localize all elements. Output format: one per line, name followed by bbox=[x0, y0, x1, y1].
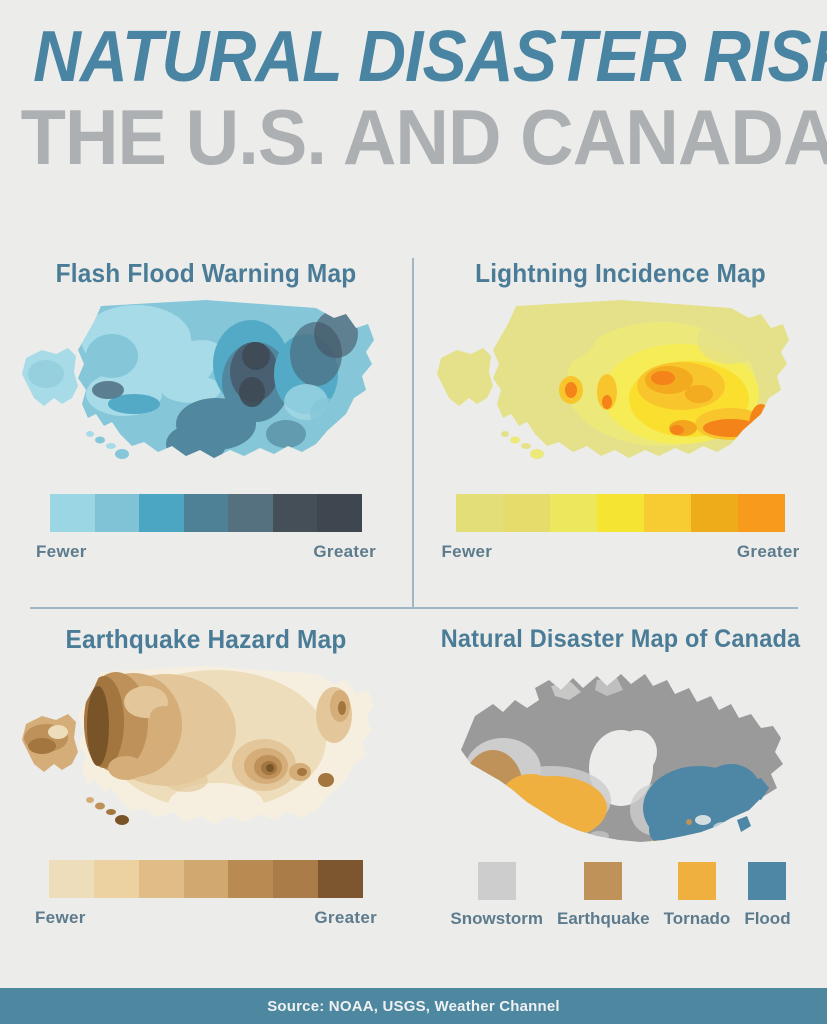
map-canada bbox=[414, 660, 827, 860]
divider-vertical bbox=[412, 258, 414, 609]
map-choropleth-lightning bbox=[492, 300, 789, 458]
legend-swatch bbox=[139, 494, 184, 532]
panel-flash-flood: Flash Flood Warning Map bbox=[0, 258, 412, 608]
map-earthquake bbox=[0, 660, 412, 860]
legend-swatch-earthquake bbox=[584, 862, 623, 900]
legend-scale-flash-flood bbox=[50, 494, 363, 532]
legend-swatch bbox=[596, 494, 645, 532]
legend-canada: Snowstorm Earthquake Tornado Flood bbox=[414, 862, 827, 929]
map-inset-alaska bbox=[22, 348, 78, 406]
legend-swatch bbox=[94, 494, 140, 532]
legend-swatch bbox=[93, 860, 139, 898]
legend-swatch bbox=[228, 494, 273, 532]
legend-swatch-flood bbox=[748, 862, 787, 900]
legend-label-low: Fewer bbox=[36, 542, 87, 561]
legend-label-snowstorm: Snowstorm bbox=[450, 909, 543, 928]
panel-earthquake: Earthquake Hazard Map bbox=[0, 624, 412, 968]
legend-item-earthquake: Earthquake bbox=[557, 862, 650, 929]
page-title-line-2: THE U.S. AND CANADA bbox=[20, 93, 827, 181]
panel-canada: Natural Disaster Map of Canada bbox=[414, 624, 827, 968]
map-canada-base bbox=[460, 674, 783, 842]
legend-label-flood: Flood bbox=[744, 909, 791, 928]
legend-item-flood: Flood bbox=[744, 862, 791, 929]
legend-labels-earthquake: Fewer Greater bbox=[35, 908, 377, 928]
map-lightning bbox=[414, 294, 827, 494]
legend-swatch bbox=[318, 860, 364, 898]
legend-label-high: Greater bbox=[313, 542, 376, 561]
map-inset-hawaii bbox=[500, 431, 544, 459]
map-flash-flood-svg bbox=[22, 300, 374, 459]
legend-label-low: Fewer bbox=[441, 542, 493, 561]
divider-horizontal bbox=[30, 607, 798, 609]
legend-swatch bbox=[644, 494, 692, 532]
map-lightning-svg bbox=[436, 300, 789, 459]
legend-swatch bbox=[738, 494, 786, 532]
legend-scale-lightning bbox=[455, 494, 786, 532]
map-flash-flood bbox=[0, 294, 412, 494]
legend-swatch-snowstorm bbox=[477, 862, 516, 900]
legend-swatch bbox=[183, 860, 229, 898]
legend-swatch bbox=[317, 494, 363, 532]
legend-swatch bbox=[502, 494, 550, 532]
legend-swatch bbox=[50, 494, 95, 532]
legend-label-high: Greater bbox=[736, 542, 800, 561]
map-choropleth-earthquake bbox=[78, 666, 374, 824]
source-attribution: Source: NOAA, USGS, Weather Channel bbox=[267, 997, 560, 1015]
legend-swatch bbox=[183, 494, 229, 532]
legend-item-tornado: Tornado bbox=[663, 862, 731, 929]
legend-swatch bbox=[138, 860, 184, 898]
legend-label-high: Greater bbox=[314, 908, 377, 927]
panel-title-earthquake: Earthquake Hazard Map bbox=[65, 624, 347, 654]
panel-title-lightning: Lightning Incidence Map bbox=[475, 258, 766, 288]
legend-swatch bbox=[228, 860, 274, 898]
legend-swatch-tornado bbox=[677, 862, 716, 900]
legend-swatch bbox=[273, 860, 319, 898]
map-earthquake-svg bbox=[22, 666, 374, 825]
page-title: NATURAL DISASTER RISK IN THE U.S. AND CA… bbox=[0, 18, 827, 178]
legend-label-tornado: Tornado bbox=[663, 909, 731, 928]
panel-lightning: Lightning Incidence Map bbox=[414, 258, 827, 608]
map-inset-hawaii bbox=[86, 797, 129, 825]
map-inset-hawaii bbox=[86, 431, 129, 459]
map-canada-svg bbox=[460, 674, 783, 842]
legend-labels-lightning: Fewer Greater bbox=[442, 542, 800, 562]
legend-swatch bbox=[272, 494, 318, 532]
legend-swatch bbox=[691, 494, 739, 532]
legend-scale-earthquake bbox=[49, 860, 364, 898]
map-choropleth-flash-flood bbox=[78, 300, 374, 458]
legend-label-low: Fewer bbox=[35, 908, 86, 927]
legend-label-earthquake: Earthquake bbox=[556, 909, 650, 928]
legend-swatch bbox=[455, 494, 503, 532]
legend-item-snowstorm: Snowstorm bbox=[450, 862, 543, 929]
legend-swatch bbox=[549, 494, 597, 532]
legend-swatch bbox=[49, 860, 94, 898]
legend-labels-flash-flood: Fewer Greater bbox=[36, 542, 376, 562]
panel-title-canada: Natural Disaster Map of Canada bbox=[440, 625, 801, 653]
page-title-line-1: NATURAL DISASTER RISK IN bbox=[33, 17, 827, 97]
panel-title-flash-flood: Flash Flood Warning Map bbox=[55, 258, 357, 288]
map-canada-maritimes bbox=[736, 778, 769, 832]
footer-bar: Source: NOAA, USGS, Weather Channel bbox=[0, 988, 827, 1024]
